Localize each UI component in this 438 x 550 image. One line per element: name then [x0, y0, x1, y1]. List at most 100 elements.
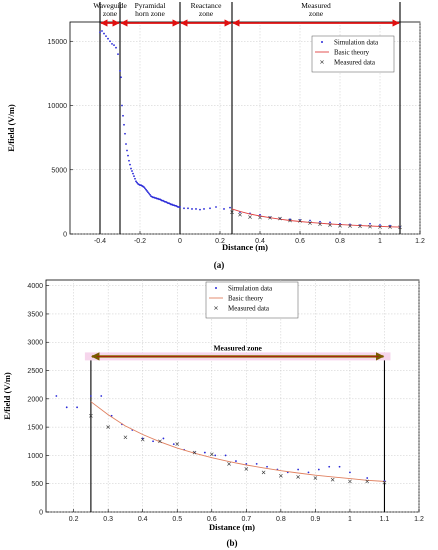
- x-tick-label: 0.8: [335, 238, 345, 245]
- simulation-point: [195, 208, 197, 210]
- measured-point: [348, 479, 352, 484]
- x-tick-label: 0.3: [103, 516, 113, 523]
- simulation-point: [199, 208, 201, 211]
- x-tick-label: 1.2: [414, 516, 424, 523]
- measured-point-stroke: [330, 477, 335, 482]
- simulation-point: [103, 32, 105, 35]
- measured-point: [261, 470, 266, 475]
- simulation-point: [149, 193, 151, 196]
- simulation-point: [215, 206, 217, 208]
- simulation-point: [338, 465, 341, 468]
- simulation-point: [125, 143, 127, 145]
- x-tick-label: 1.2: [415, 238, 425, 245]
- panel-a-marks: [99, 30, 402, 230]
- measured-point: [123, 435, 128, 440]
- legend-entry: Simulation data: [228, 285, 273, 293]
- measured-point-stroke: [158, 439, 162, 444]
- measured-point: [313, 476, 318, 480]
- simulation-point: [113, 44, 115, 47]
- simulation-point: [128, 159, 130, 162]
- x-tick-label: 0.6: [207, 516, 217, 523]
- measured-point: [348, 224, 352, 228]
- simulation-point: [105, 35, 107, 38]
- panel-b: Measured zone 0.2 0.3 0.4 0.5 0.6 0.7 0.8 0.9 1 1…: [2, 279, 424, 548]
- zone-label: zone: [309, 9, 324, 18]
- y-tick-label: 2500: [27, 368, 43, 375]
- simulation-point: [172, 443, 175, 445]
- simulation-point: [119, 69, 121, 72]
- measured-point-stroke: [338, 223, 342, 228]
- simulation-point: [349, 471, 351, 474]
- simulation-point: [203, 208, 205, 210]
- measured-point-stroke: [348, 479, 352, 484]
- measured-point: [298, 219, 302, 223]
- measured-point-stroke: [89, 413, 93, 418]
- measured-point: [365, 479, 370, 484]
- simulation-point: [224, 454, 227, 457]
- panel-a-y-axis-label: E/field (V/m): [6, 104, 16, 152]
- legend-entry: Basic theory: [228, 295, 264, 303]
- measured-point: [358, 224, 362, 229]
- zone-label: zone: [103, 9, 118, 18]
- measured-point-stroke: [308, 221, 312, 225]
- measured-point-stroke: [175, 442, 180, 446]
- measured-point: [158, 439, 162, 444]
- panel-b-legend: Simulation data Basic theory Measured data: [205, 281, 299, 319]
- simulation-point: [191, 208, 193, 210]
- simulation-point: [55, 395, 58, 397]
- measured-point: [378, 225, 382, 229]
- measured-point-stroke: [258, 215, 262, 220]
- x-tick-label: 0.6: [295, 238, 305, 245]
- measured-point-stroke: [388, 225, 392, 229]
- theory-line: [90, 401, 385, 482]
- y-tick-label: 500: [31, 481, 43, 488]
- y-tick-label: 0: [39, 510, 43, 517]
- panel-a-legend: Simulation data Basic theory Measured data: [311, 35, 395, 73]
- simulation-point: [144, 187, 146, 190]
- measured-point-stroke: [248, 215, 252, 219]
- simulation-point: [187, 207, 189, 210]
- simulation-point: [379, 224, 381, 226]
- measured-point-stroke: [192, 450, 197, 455]
- panel-b-caption: (b): [227, 538, 238, 548]
- y-tick-label: 5000: [51, 167, 67, 174]
- zone-label: Pyramidal: [135, 1, 166, 10]
- measured-point: [288, 218, 292, 223]
- measured-point: [238, 212, 242, 217]
- y-tick-label: 10000: [48, 103, 68, 110]
- simulation-point: [329, 221, 331, 224]
- simulation-point: [307, 471, 310, 474]
- simulation-point: [214, 454, 217, 457]
- measured-point-stroke: [328, 223, 332, 227]
- x-tick-label: 0.4: [138, 516, 148, 523]
- measured-point-stroke: [227, 462, 231, 466]
- panel-a-x-ticks: -0.4 -0.2 0 0.2 0.4 0.6 0.8 1 1.2: [94, 231, 425, 245]
- simulation-point: [143, 186, 145, 189]
- measured-point-stroke: [261, 470, 266, 475]
- measured-point: [175, 442, 180, 446]
- simulation-point: [131, 170, 133, 172]
- measured-point: [328, 223, 332, 227]
- simulation-point: [259, 213, 261, 216]
- measured-point: [330, 477, 335, 482]
- simulation-point: [134, 177, 136, 180]
- measured-point: [258, 215, 262, 220]
- x-tick-label: 0.8: [276, 516, 286, 523]
- simulation-point: [109, 40, 111, 43]
- zone-label: zone: [199, 9, 214, 18]
- simulation-point: [101, 30, 103, 32]
- measured-point: [227, 462, 231, 466]
- panel-b-y-ticks: 0 500 1000 1500 2000 2500 3000 3500 4000: [27, 283, 49, 517]
- simulation-point: [179, 206, 181, 208]
- measured-point: [296, 475, 300, 479]
- simulation-point: [132, 172, 134, 175]
- simulation-point: [89, 395, 92, 397]
- simulation-point: [328, 465, 331, 468]
- measured-point: [388, 225, 392, 229]
- measured-point: [268, 215, 272, 220]
- x-tick-label: 0: [178, 238, 182, 245]
- simulation-point: [100, 395, 103, 397]
- simulation-point: [223, 208, 225, 210]
